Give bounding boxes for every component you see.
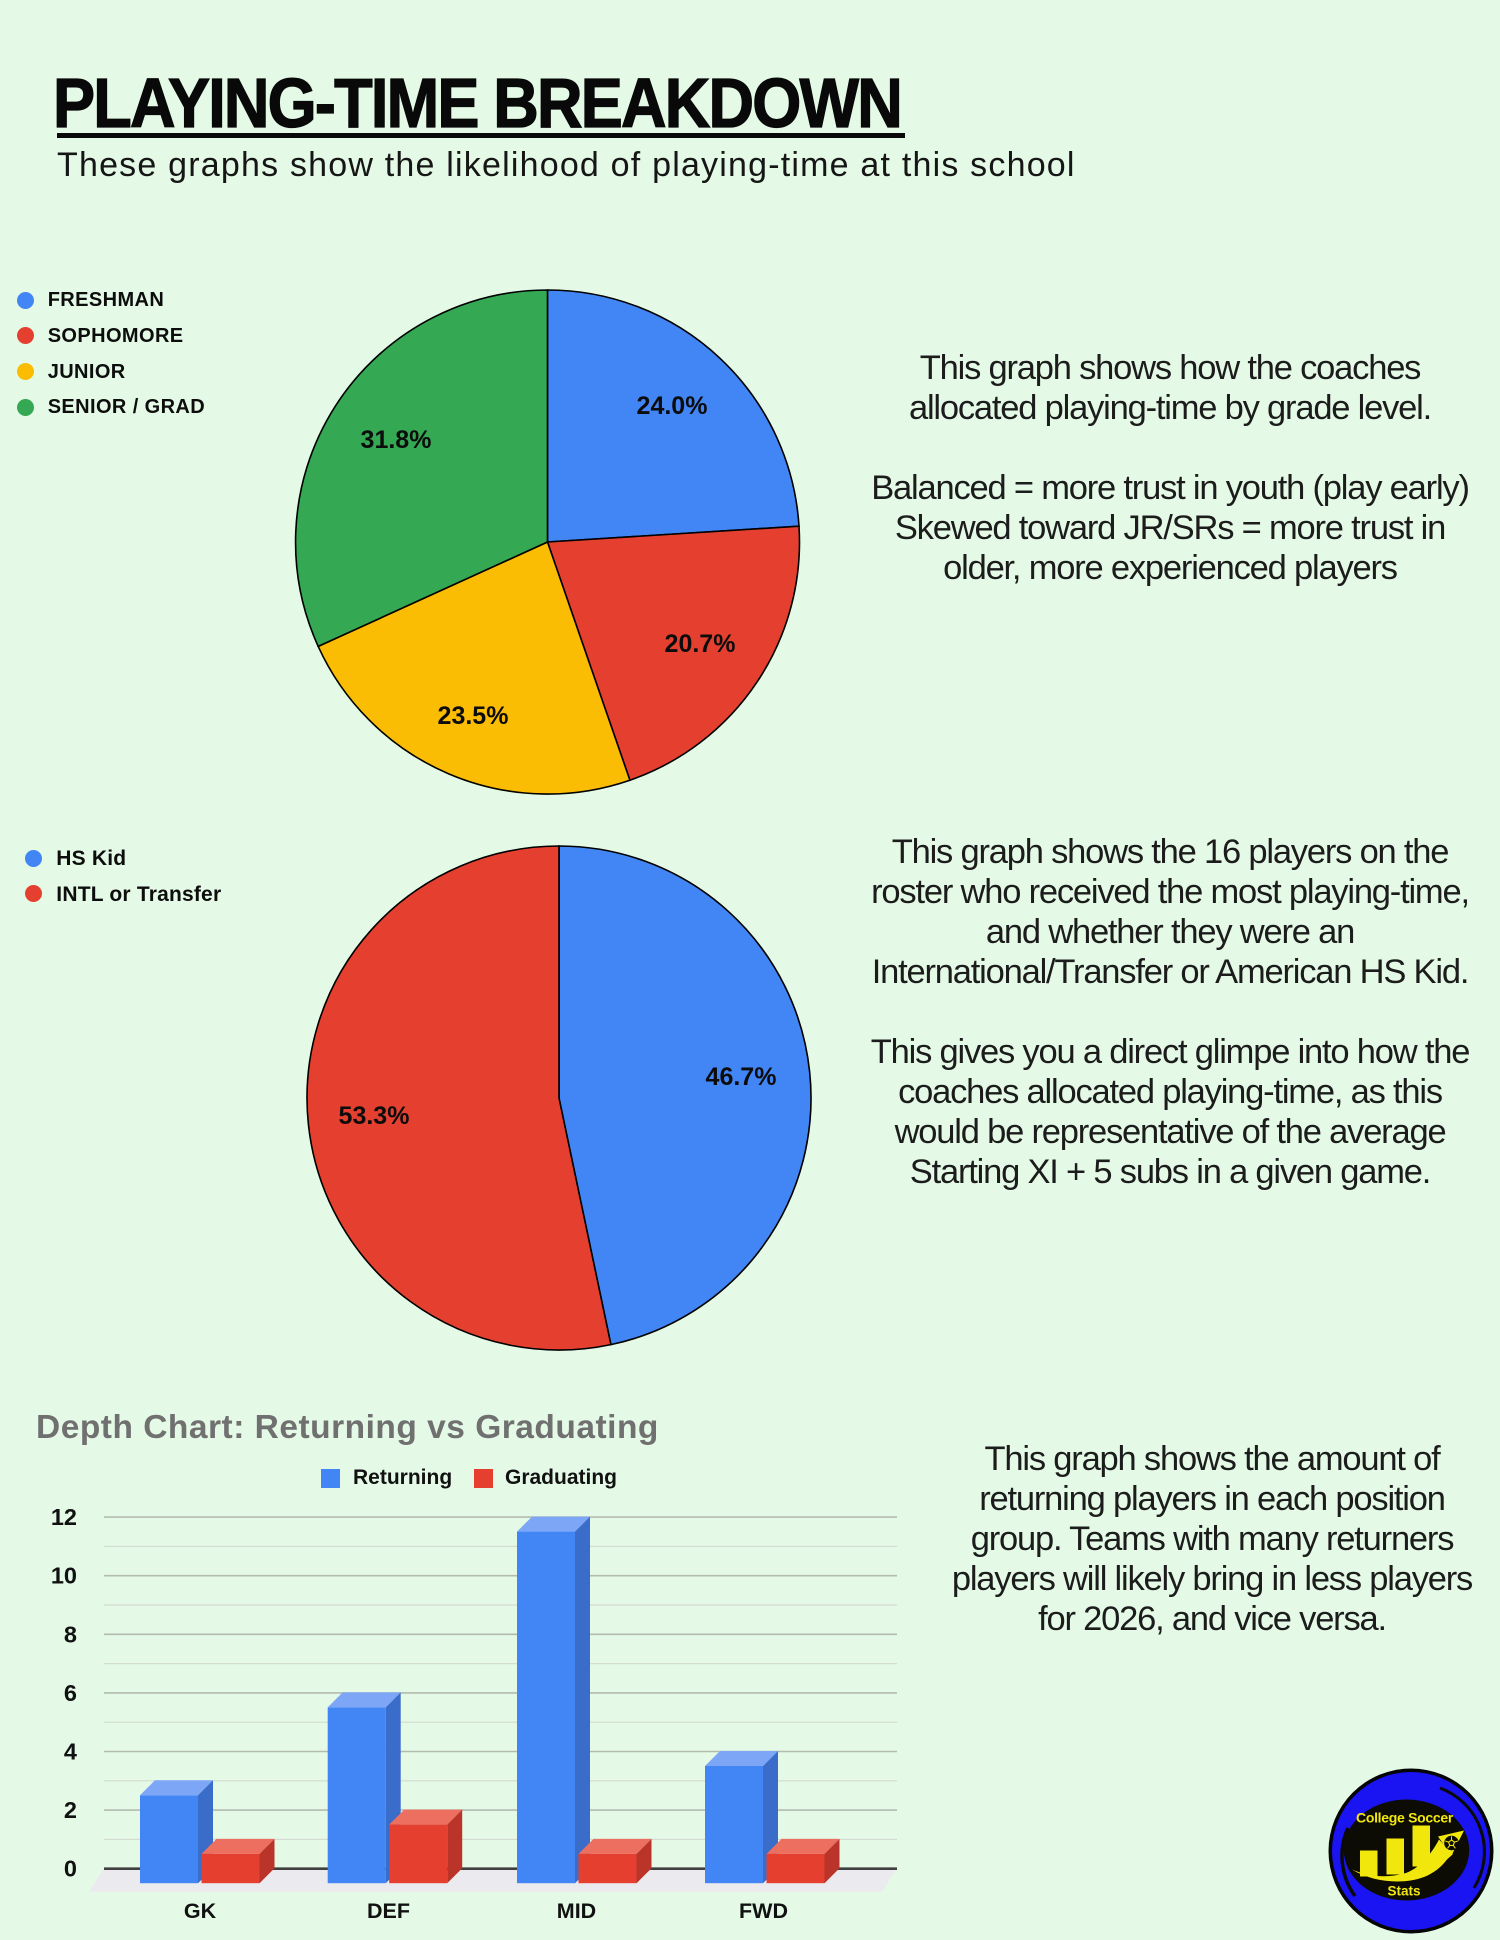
svg-text:12: 12 <box>51 1504 77 1530</box>
svg-text:College Soccer: College Soccer <box>1356 1810 1454 1826</box>
svg-text:Stats: Stats <box>1387 1884 1420 1899</box>
svg-text:10: 10 <box>51 1563 77 1589</box>
svg-text:24.0%: 24.0% <box>637 392 708 420</box>
svg-text:FWD: FWD <box>739 1899 788 1923</box>
svg-text:46.7%: 46.7% <box>706 1063 777 1091</box>
svg-text:DEF: DEF <box>367 1899 410 1923</box>
svg-text:23.5%: 23.5% <box>438 702 509 730</box>
svg-text:0: 0 <box>64 1856 77 1882</box>
svg-text:GK: GK <box>184 1899 217 1923</box>
svg-text:8: 8 <box>64 1621 77 1647</box>
svg-text:2: 2 <box>64 1797 77 1823</box>
svg-text:20.7%: 20.7% <box>665 630 736 658</box>
svg-text:53.3%: 53.3% <box>339 1102 410 1130</box>
svg-text:6: 6 <box>64 1680 77 1706</box>
svg-text:4: 4 <box>64 1739 77 1765</box>
svg-text:MID: MID <box>557 1899 596 1923</box>
svg-text:31.8%: 31.8% <box>361 426 432 454</box>
